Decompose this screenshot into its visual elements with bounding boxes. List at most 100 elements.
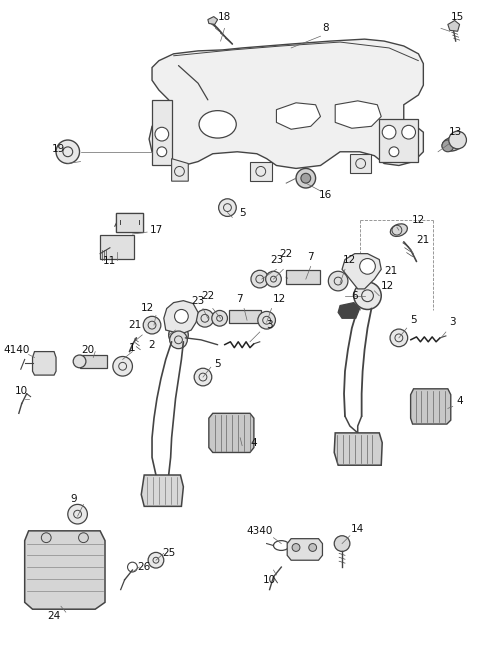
Circle shape bbox=[265, 272, 281, 287]
Polygon shape bbox=[338, 303, 360, 318]
Circle shape bbox=[196, 309, 214, 327]
Text: 7: 7 bbox=[236, 293, 242, 303]
Bar bbox=[229, 310, 261, 323]
Text: 25: 25 bbox=[162, 548, 175, 558]
Polygon shape bbox=[33, 352, 56, 375]
Polygon shape bbox=[152, 100, 172, 165]
Text: 4: 4 bbox=[251, 438, 257, 448]
Circle shape bbox=[251, 270, 269, 288]
Ellipse shape bbox=[442, 137, 463, 151]
Circle shape bbox=[390, 329, 408, 347]
Ellipse shape bbox=[390, 224, 408, 236]
Text: 18: 18 bbox=[218, 11, 231, 22]
Polygon shape bbox=[208, 17, 217, 25]
Text: 23: 23 bbox=[270, 254, 283, 264]
Circle shape bbox=[168, 325, 188, 345]
Bar bbox=[116, 212, 143, 232]
Polygon shape bbox=[250, 161, 272, 181]
Text: 12: 12 bbox=[412, 215, 425, 225]
Circle shape bbox=[301, 173, 311, 183]
Text: 22: 22 bbox=[201, 291, 215, 301]
Text: 24: 24 bbox=[48, 611, 60, 621]
Text: 26: 26 bbox=[138, 562, 151, 572]
Polygon shape bbox=[164, 301, 198, 334]
Circle shape bbox=[56, 140, 80, 163]
Text: 20: 20 bbox=[81, 345, 94, 355]
Circle shape bbox=[360, 258, 375, 274]
Polygon shape bbox=[379, 120, 419, 161]
Circle shape bbox=[258, 311, 276, 329]
Text: 4: 4 bbox=[456, 396, 463, 406]
Circle shape bbox=[68, 505, 87, 524]
Circle shape bbox=[449, 131, 467, 149]
Circle shape bbox=[113, 357, 132, 376]
Polygon shape bbox=[172, 159, 188, 181]
Circle shape bbox=[194, 369, 212, 386]
Circle shape bbox=[354, 282, 381, 309]
Circle shape bbox=[402, 125, 416, 139]
Text: 12: 12 bbox=[273, 293, 286, 303]
Text: 3: 3 bbox=[449, 317, 456, 327]
Text: 14: 14 bbox=[351, 524, 364, 534]
Polygon shape bbox=[448, 21, 459, 31]
Circle shape bbox=[382, 125, 396, 139]
Text: 16: 16 bbox=[319, 190, 332, 200]
Circle shape bbox=[389, 147, 399, 157]
Text: 10: 10 bbox=[15, 386, 28, 396]
Polygon shape bbox=[209, 413, 254, 452]
Text: 15: 15 bbox=[451, 11, 464, 22]
Text: 21: 21 bbox=[417, 235, 430, 245]
Circle shape bbox=[309, 544, 317, 551]
Bar bbox=[100, 234, 134, 259]
Polygon shape bbox=[334, 433, 382, 465]
Circle shape bbox=[442, 140, 454, 152]
Circle shape bbox=[175, 309, 188, 323]
Text: 1: 1 bbox=[129, 343, 136, 353]
Circle shape bbox=[157, 147, 167, 157]
Text: 21: 21 bbox=[384, 266, 397, 276]
Text: 12: 12 bbox=[381, 281, 394, 291]
Text: 22: 22 bbox=[279, 248, 293, 259]
Circle shape bbox=[169, 331, 187, 349]
Polygon shape bbox=[335, 101, 381, 128]
Text: 5: 5 bbox=[215, 359, 221, 369]
Text: 5: 5 bbox=[410, 315, 417, 325]
Polygon shape bbox=[410, 389, 451, 424]
Text: 9: 9 bbox=[71, 493, 77, 503]
Text: 5: 5 bbox=[239, 208, 245, 218]
Polygon shape bbox=[342, 254, 381, 289]
Text: 4340: 4340 bbox=[247, 526, 273, 536]
Polygon shape bbox=[287, 539, 323, 560]
Circle shape bbox=[155, 127, 168, 141]
Text: 4140: 4140 bbox=[4, 345, 30, 355]
Circle shape bbox=[334, 536, 350, 551]
Text: 11: 11 bbox=[103, 256, 117, 266]
Polygon shape bbox=[141, 475, 183, 507]
Text: 6: 6 bbox=[351, 291, 358, 301]
Text: 10: 10 bbox=[263, 575, 276, 585]
Bar bbox=[116, 212, 143, 232]
Circle shape bbox=[328, 272, 348, 291]
Circle shape bbox=[292, 544, 300, 551]
Circle shape bbox=[212, 311, 228, 326]
Ellipse shape bbox=[73, 355, 86, 368]
Circle shape bbox=[143, 316, 161, 334]
Circle shape bbox=[296, 169, 316, 188]
Circle shape bbox=[218, 199, 236, 216]
Text: 2: 2 bbox=[149, 340, 156, 350]
Text: 7: 7 bbox=[307, 252, 314, 262]
Text: 13: 13 bbox=[449, 127, 462, 137]
Polygon shape bbox=[350, 154, 372, 173]
Text: 23: 23 bbox=[192, 295, 204, 305]
Circle shape bbox=[148, 552, 164, 568]
Text: 17: 17 bbox=[150, 225, 164, 235]
Bar bbox=[286, 270, 320, 284]
Text: 3: 3 bbox=[266, 320, 273, 330]
Polygon shape bbox=[276, 103, 321, 129]
Text: 8: 8 bbox=[322, 23, 329, 33]
Text: 12: 12 bbox=[141, 303, 154, 313]
Ellipse shape bbox=[199, 111, 236, 138]
Polygon shape bbox=[24, 531, 105, 609]
Text: 12: 12 bbox=[343, 254, 357, 264]
Text: 19: 19 bbox=[51, 144, 65, 154]
